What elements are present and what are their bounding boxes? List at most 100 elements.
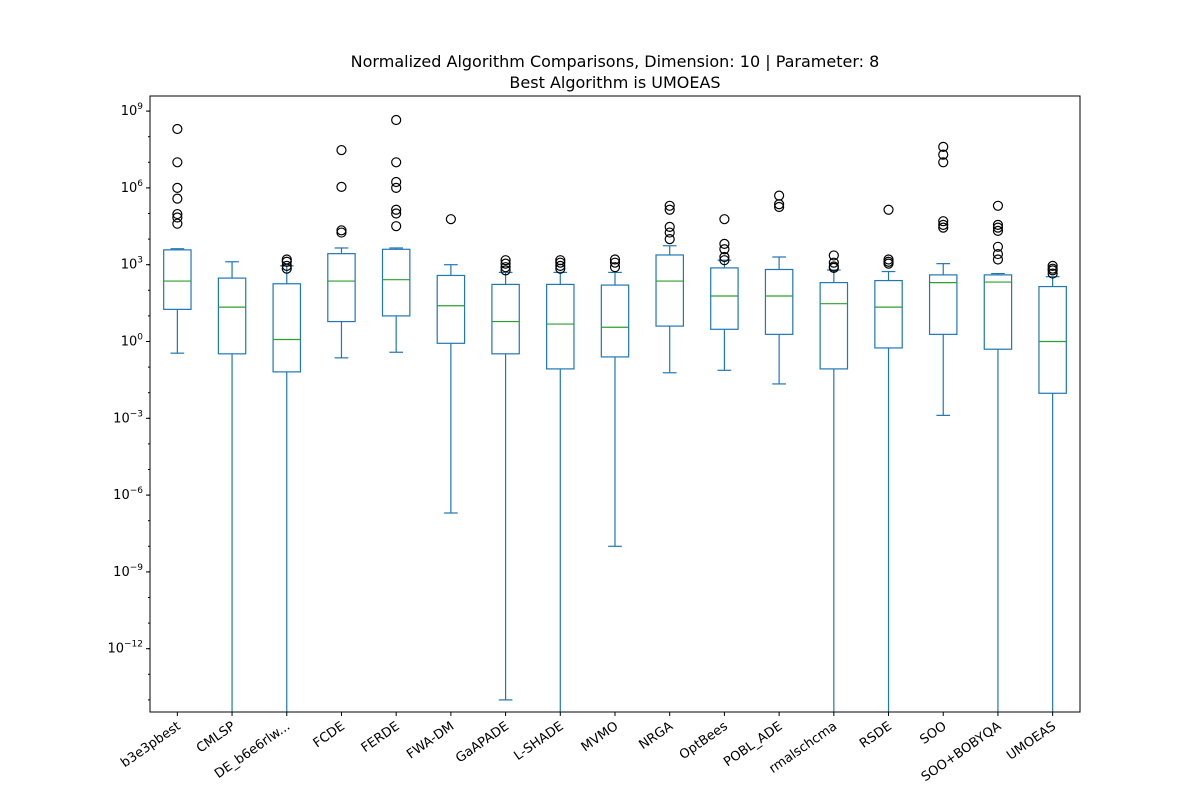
box (217, 277, 247, 355)
x-tick-label: MVMO (579, 719, 622, 755)
outlier-point (172, 182, 183, 193)
y-tick-label: 109 (121, 102, 144, 119)
x-tick-label: RSDE (857, 719, 895, 752)
outlier-point (172, 208, 183, 220)
box-group-16 (1038, 260, 1067, 712)
y-tick-label: 103 (121, 256, 143, 273)
box (710, 267, 739, 330)
outlier-point (500, 262, 511, 273)
box-group-6 (491, 255, 520, 701)
outlier-point (719, 244, 730, 255)
outlier-point (774, 199, 785, 210)
outlier-point (172, 218, 183, 229)
outlier-point (555, 263, 566, 274)
y-tick-label: 10−9 (113, 563, 143, 580)
outlier-point (1047, 260, 1058, 271)
outlier-point (281, 263, 292, 274)
outlier-point (391, 176, 402, 188)
box-group-5 (436, 214, 466, 514)
outlier-point (774, 190, 785, 201)
chart-title-line2: Best Algorithm is UMOEAS (509, 73, 720, 92)
outlier-point (992, 222, 1004, 233)
outlier-point (883, 258, 894, 269)
box (819, 281, 849, 370)
box (1038, 285, 1067, 394)
outlier-point (664, 200, 675, 211)
box (655, 254, 684, 327)
outlier-point (336, 227, 347, 238)
outlier-point (391, 114, 402, 126)
y-tick-label: 10−3 (113, 409, 143, 426)
outlier-point (281, 260, 292, 271)
outlier-point (828, 250, 839, 261)
box-group-14 (928, 141, 958, 416)
outlier-point (828, 257, 839, 268)
box (381, 248, 411, 317)
box-group-10 (710, 214, 739, 371)
box-group-7 (546, 255, 575, 712)
outlier-point (500, 258, 511, 269)
outlier-point (1047, 265, 1058, 276)
box (436, 274, 466, 344)
x-tick-label: FERDE (359, 719, 403, 756)
outlier-point (609, 254, 621, 265)
outlier-point (938, 216, 949, 227)
outlier-point (555, 257, 566, 268)
box (600, 284, 630, 358)
outlier-point (172, 123, 183, 135)
x-tick-label: FCDE (311, 719, 348, 751)
x-tick-label: GaAPADE (453, 719, 512, 766)
x-tick-label: FWA-DM (404, 719, 457, 762)
outlier-point (828, 262, 839, 273)
x-tick-label: UMOEAS (1004, 719, 1059, 764)
box-group-0 (163, 123, 192, 354)
outlier-point (992, 241, 1004, 252)
plot-frame (149, 95, 1081, 713)
outlier-point (391, 208, 402, 219)
box-group-3 (327, 144, 356, 359)
outlier-point (883, 204, 894, 215)
outlier-point (992, 254, 1004, 265)
y-tick-label: 10−12 (107, 640, 143, 657)
box (928, 274, 958, 335)
box-group-4 (381, 114, 411, 353)
outlier-point (992, 219, 1004, 230)
outlier-point (938, 149, 949, 160)
outlier-point (938, 219, 949, 230)
outlier-point (500, 265, 511, 276)
box-group-2 (272, 254, 302, 712)
outlier-point (172, 157, 183, 168)
box-group-13 (874, 204, 903, 712)
box (874, 279, 903, 349)
outlier-point (555, 260, 566, 271)
box (272, 283, 302, 373)
outlier-point (774, 201, 785, 213)
y-tick-label: 10−6 (113, 486, 143, 503)
outlier-point (391, 157, 402, 168)
x-tick-label: SOO (917, 719, 949, 748)
outlier-point (336, 225, 347, 236)
outlier-point (664, 234, 675, 245)
chart-title-line1: Normalized Algorithm Comparisons, Dimens… (351, 52, 880, 71)
outlier-point (992, 225, 1004, 236)
box (163, 249, 192, 310)
box-group-12 (819, 250, 849, 712)
box-group-1 (217, 261, 247, 712)
outlier-point (500, 255, 511, 266)
box (764, 268, 794, 335)
box (983, 274, 1013, 350)
outlier-point (719, 214, 730, 225)
box-group-9 (655, 200, 684, 374)
box (491, 283, 520, 355)
box (327, 253, 356, 323)
outlier-point (172, 212, 183, 223)
y-tick-label: 106 (121, 179, 144, 196)
outlier-point (445, 214, 456, 225)
outlier-point (664, 204, 675, 215)
outlier-point (391, 182, 402, 193)
outlier-point (664, 227, 675, 238)
y-tick-label: 100 (121, 333, 144, 350)
x-tick-label: CMLSP (194, 719, 238, 756)
